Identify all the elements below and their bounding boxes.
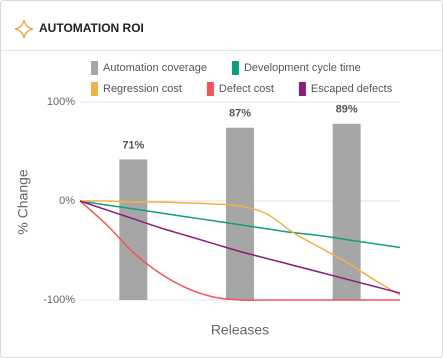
legend-swatch [231, 61, 239, 75]
legend-item: Automation coverage [91, 61, 207, 75]
legend-label: Defect cost [219, 83, 274, 95]
title-icon [14, 19, 34, 39]
legend: Automation coverage Development cycle tim… [91, 61, 393, 96]
y-tick-label: 100% [47, 96, 75, 108]
line [79, 200, 401, 294]
line [79, 200, 400, 301]
legend-label: Regression cost [103, 83, 182, 95]
legend-label: Development cycle time [244, 62, 361, 74]
chart-title: AUTOMATION ROI [39, 21, 144, 35]
value-label: 87% [229, 108, 251, 120]
legend-item: Development cycle time [231, 61, 361, 75]
legend-item: Escaped defects [298, 82, 393, 96]
line [79, 200, 401, 296]
line [79, 200, 401, 249]
x-axis-label: Releases [211, 322, 269, 338]
bar [332, 123, 361, 300]
legend-swatch [91, 61, 98, 75]
legend-swatch [298, 82, 306, 96]
legend-swatch [206, 82, 214, 96]
bar [119, 159, 148, 300]
legend-item: Regression cost [91, 82, 182, 96]
legend-swatch [91, 82, 98, 96]
legend-label: Escaped defects [311, 83, 393, 95]
y-tick-label: -100% [43, 294, 75, 306]
legend-item: Defect cost [206, 82, 274, 96]
value-label: 89% [336, 104, 358, 116]
bar [226, 127, 254, 301]
y-tick-label: 0% [59, 195, 75, 207]
legend-label: Automation coverage [103, 62, 207, 74]
y-axis-label: % Change [15, 169, 31, 235]
value-label: 71% [122, 139, 144, 151]
